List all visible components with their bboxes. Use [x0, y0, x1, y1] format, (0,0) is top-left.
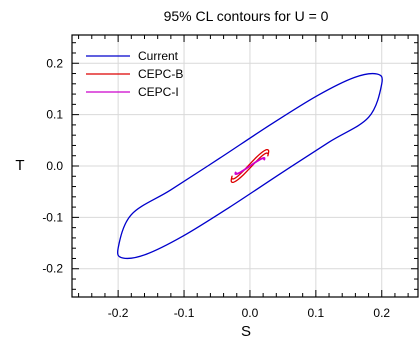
x-tick-label-1: -0.1	[174, 306, 195, 320]
series-contour-current	[116, 72, 383, 260]
y-tick-label-3: 0.1	[46, 108, 63, 122]
series-group	[116, 72, 383, 260]
axis-ticks: -0.2 -0.1 0.0 0.1 0.2 -0.2 -0.1 0.0 0.1 0.2	[42, 35, 418, 320]
x-tick-label-3: 0.1	[308, 306, 325, 320]
x-tick-label-4: 0.2	[373, 306, 390, 320]
legend-label-0: Current	[138, 49, 179, 63]
x-tick-label-2: 0.0	[242, 306, 259, 320]
y-tick-label-0: -0.2	[42, 262, 63, 276]
y-tick-label-1: -0.1	[42, 210, 63, 224]
legend-label-1: CEPC-B	[138, 67, 183, 81]
series-contour-cepc-i	[234, 157, 266, 175]
series-contour-cepc-b	[230, 148, 270, 184]
chart-title: 95% CL contours for U = 0	[164, 8, 329, 24]
x-axis-label: S	[241, 323, 251, 340]
x-tick-label-0: -0.2	[108, 306, 129, 320]
legend: Current CEPC-B CEPC-I	[86, 49, 183, 99]
y-tick-label-2: 0.0	[46, 159, 63, 173]
y-tick-label-4: 0.2	[46, 56, 63, 70]
y-axis-label: T	[15, 157, 24, 174]
legend-label-2: CEPC-I	[138, 85, 179, 99]
